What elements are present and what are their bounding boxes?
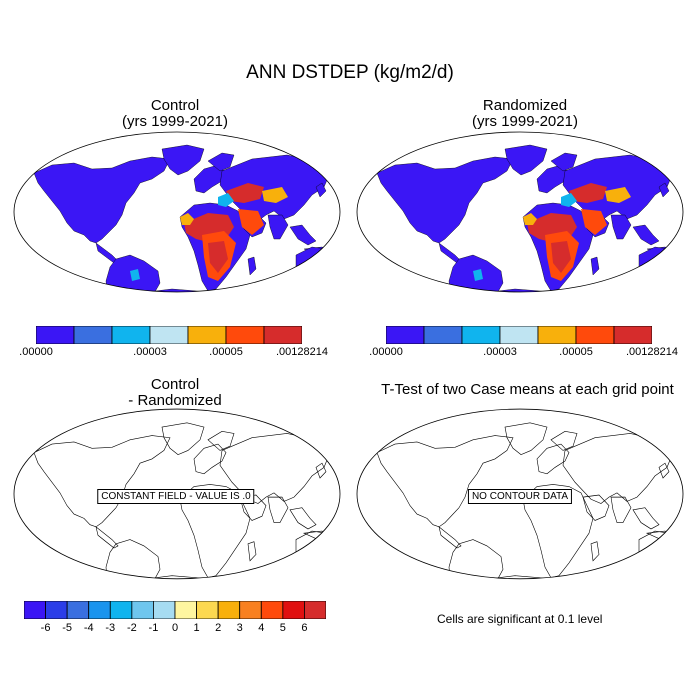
colorbar-swatch bbox=[282, 601, 305, 619]
no-contour-notice: NO CONTOUR DATA bbox=[467, 489, 573, 504]
colorbar-swatch bbox=[196, 601, 219, 619]
colorbar-tick-label: 4 bbox=[258, 622, 265, 634]
panel-title-randomized: Randomized (yrs 1999-2021) bbox=[355, 98, 695, 130]
colorbar-swatch bbox=[260, 601, 284, 619]
panel-title-line2: (yrs 1999-2021) bbox=[122, 113, 228, 130]
colorbar-swatch bbox=[24, 601, 46, 619]
colorbar-tick-label: -2 bbox=[126, 622, 137, 634]
colorbar-swatch bbox=[499, 326, 539, 344]
colorbar-tick-label: -4 bbox=[83, 622, 94, 634]
colorbar-control bbox=[36, 326, 302, 344]
panel-title-diff: Control - Randomized bbox=[5, 377, 345, 409]
colorbar-tick-label: -6 bbox=[40, 622, 51, 634]
colorbar-swatch bbox=[613, 326, 652, 344]
colorbar-swatch bbox=[149, 326, 189, 344]
colorbar-swatch bbox=[153, 601, 176, 619]
colorbar-tick-label: 6 bbox=[301, 622, 308, 634]
colorbar-tick-label: .00005 bbox=[559, 346, 593, 358]
colorbar-tick-label: .00128214 bbox=[626, 346, 678, 358]
colorbar-swatch bbox=[45, 601, 68, 619]
colorbar-swatch bbox=[217, 601, 241, 619]
colorbar-swatch bbox=[36, 326, 75, 344]
colorbar-randomized bbox=[386, 326, 652, 344]
colorbar-tick-label: .00003 bbox=[483, 346, 517, 358]
colorbar-swatch bbox=[304, 601, 326, 619]
colorbar-swatch bbox=[187, 326, 227, 344]
constant-field-notice: CONSTANT FIELD - VALUE IS .0 bbox=[97, 489, 255, 504]
colorbar-swatch bbox=[461, 326, 501, 344]
panel-title-line1: Control bbox=[150, 97, 200, 114]
colorbar-tick-label: 5 bbox=[279, 622, 286, 634]
colorbar-diff bbox=[24, 601, 326, 619]
colorbar-swatch bbox=[575, 326, 615, 344]
panel-title-line2: (yrs 1999-2021) bbox=[472, 113, 578, 130]
panel-title-control: Control (yrs 1999-2021) bbox=[5, 98, 345, 130]
colorbar-swatch bbox=[73, 326, 113, 344]
colorbar-swatch bbox=[109, 601, 133, 619]
colorbar-tick-label: .00000 bbox=[19, 346, 53, 358]
colorbar-swatch bbox=[263, 326, 302, 344]
colorbar-swatch bbox=[537, 326, 577, 344]
map-randomized bbox=[356, 131, 684, 293]
colorbar-swatch bbox=[111, 326, 151, 344]
map-control bbox=[13, 131, 341, 293]
panel-title-line1: Randomized bbox=[482, 97, 568, 114]
colorbar-swatch bbox=[88, 601, 111, 619]
colorbar-swatch bbox=[239, 601, 262, 619]
colorbar-swatch bbox=[66, 601, 90, 619]
colorbar-swatch bbox=[423, 326, 463, 344]
colorbar-swatch bbox=[225, 326, 265, 344]
colorbar-tick-label: .00128214 bbox=[276, 346, 328, 358]
colorbar-tick-label: 0 bbox=[171, 622, 179, 634]
colorbar-tick-label: -3 bbox=[105, 622, 116, 634]
colorbar-tick-label: .00005 bbox=[209, 346, 243, 358]
colorbar-tick-label: -1 bbox=[148, 622, 159, 634]
colorbar-tick-label: .00003 bbox=[133, 346, 167, 358]
colorbar-swatch bbox=[131, 601, 154, 619]
panel-title-line1: T-Test of two Case means at each grid po… bbox=[381, 381, 674, 398]
colorbar-tick-label: 2 bbox=[215, 622, 222, 634]
panel-title-line1: Control bbox=[150, 376, 200, 393]
colorbar-tick-label: 1 bbox=[193, 622, 200, 634]
colorbar-tick-label: -5 bbox=[62, 622, 73, 634]
panel-title-ttest: T-Test of two Case means at each grid po… bbox=[355, 382, 700, 398]
significance-footnote: Cells are significant at 0.1 level bbox=[437, 612, 603, 626]
colorbar-swatch bbox=[386, 326, 425, 344]
main-title: ANN DSTDEP (kg/m2/d) bbox=[246, 62, 454, 83]
colorbar-tick-label: .00000 bbox=[369, 346, 403, 358]
colorbar-tick-label: 3 bbox=[236, 622, 243, 634]
panel-title-line2: - Randomized bbox=[128, 392, 222, 409]
colorbar-swatch bbox=[174, 601, 197, 619]
